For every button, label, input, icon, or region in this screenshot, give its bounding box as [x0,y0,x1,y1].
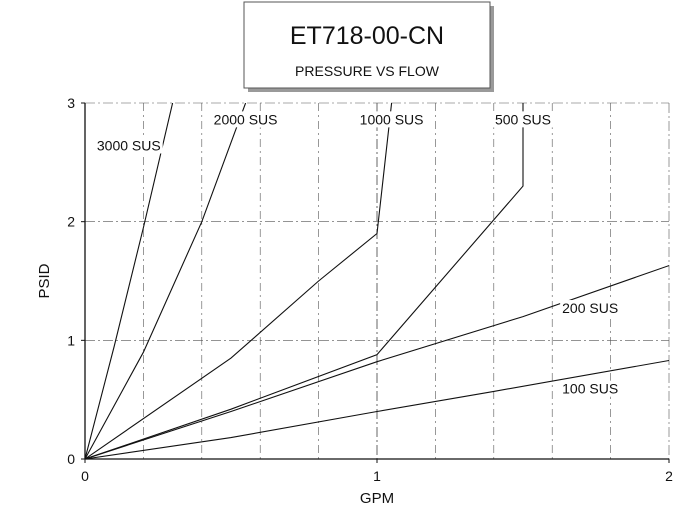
y-axis-title: PSID [36,263,53,298]
series-label-bg-2000-sus [211,111,280,128]
series-label-bg-100-sus [560,380,621,397]
grid-layer [85,102,670,459]
axes-layer: 0 1 2 0 1 2 3 [67,95,673,484]
series-label-200-sus: 200 SUS [562,300,618,316]
series-label-2000-sus: 2000 SUS [214,111,278,127]
title-box: ET718-00-CN PRESSURE VS FLOW [243,1,494,92]
y-tick-label: 2 [67,214,75,230]
x-tick-label: 0 [81,468,89,484]
series-label-bg-3000-sus [94,137,163,154]
series-label-bg-200-sus [560,300,621,317]
labels-layer: 3000 SUS 2000 SUS 1000 SUS 500 SUS 200 SUS 10… [94,111,621,397]
y-tick-label: 0 [67,451,75,467]
series-line-3000-sus [85,103,174,459]
chart-subtitle: PRESSURE VS FLOW [295,63,440,79]
series-label-bg-500-sus [492,111,554,128]
y-tick-label: 1 [67,332,75,348]
x-tick-label: 1 [373,468,381,484]
series-label-bg-1000-sus [357,111,426,128]
series-line-2000-sus [85,103,247,459]
x-axis-title: GPM [360,490,394,507]
series-label-500-sus: 500 SUS [495,111,551,127]
series-label-100-sus: 100 SUS [562,381,618,397]
y-tick-label: 3 [67,95,75,111]
series-line-500-sus [85,103,524,459]
series-layer [85,103,669,459]
series-label-1000-sus: 1000 SUS [360,111,424,127]
title-box-frame [243,1,491,89]
series-line-100-sus [85,359,669,459]
chart-title: ET718-00-CN [290,22,444,50]
series-line-1000-sus [85,103,393,459]
series-line-200-sus [85,265,669,459]
series-label-3000-sus: 3000 SUS [97,137,161,153]
x-tick-label: 2 [665,468,673,484]
